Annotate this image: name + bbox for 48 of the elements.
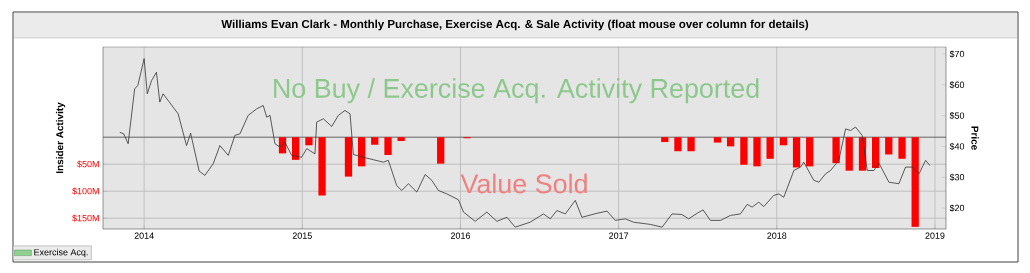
bar [726,137,735,147]
y-tick-label: $100M [72,187,99,195]
y2-tick-label: $20 [949,204,965,212]
y2-tick-label: $30 [949,173,965,181]
bar [397,137,405,141]
bar [357,137,366,167]
bar [318,137,326,196]
y2-axis-title: Price [971,126,979,150]
bar [806,137,814,167]
bar [766,137,774,159]
bar [871,137,880,168]
y2-tick-label: $50 [949,112,965,120]
bar [832,137,840,164]
bar [344,137,353,177]
bar [898,137,906,159]
x-tick-label: 2016 [450,232,471,239]
y2-tick-label: $70 [949,50,965,58]
bar [305,137,313,146]
bar [674,137,682,152]
bar [713,137,722,143]
bar [384,137,392,156]
bar [437,137,445,164]
x-tick-label: 2017 [609,232,629,239]
x-tick-label: 2015 [292,232,312,239]
bar [371,137,379,145]
annotation: Value Sold [460,173,587,194]
bar [661,137,669,143]
chart-title: Williams Evan Clark - Monthly Purchase, Exercise Acq. & Sale Activity (float mouse over column for details) [221,19,809,31]
bar [292,137,300,160]
bar [779,137,788,146]
bar [845,137,853,171]
y2-tick-label: $40 [949,142,965,151]
x-tick-label: 2019 [925,232,945,239]
line-series [119,58,931,228]
bar [687,137,695,152]
x-tick-label: 2018 [767,232,787,239]
bar [885,137,893,155]
legend-label: Exercise Acq. [34,248,88,258]
y-axis-title: Insider Activity [55,102,66,174]
bar [911,137,919,227]
y-tick-label: $150M [72,214,99,222]
x-tick-label: 2014 [134,232,154,239]
bar [740,137,748,165]
y2-tick-label: $60 [949,81,965,89]
bar [792,137,801,168]
y-tick-label: $50M [77,160,99,168]
annotation: No Buy / Exercise Acq. Activity Reported [274,78,759,104]
bar [753,137,761,167]
